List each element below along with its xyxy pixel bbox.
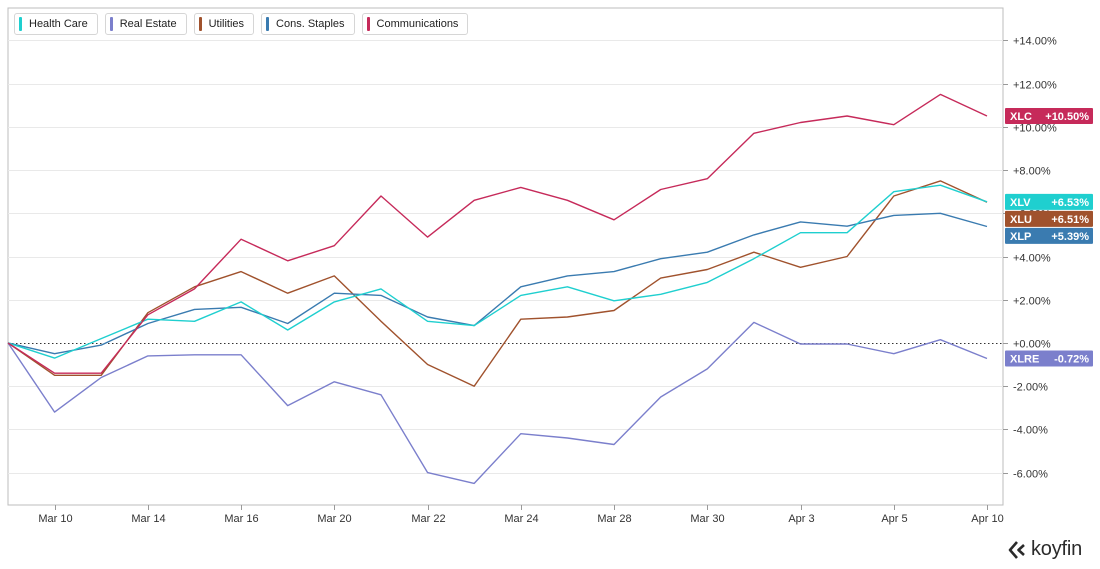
- plot-frame: [7, 7, 1004, 506]
- legend-label-health-care: Health Care: [29, 18, 88, 30]
- legend-item-utilities[interactable]: Utilities: [193, 13, 255, 35]
- end-tag-ticker: XLC: [1010, 111, 1032, 123]
- x-tick-label: Mar 22: [411, 513, 445, 525]
- x-tick-label: Mar 20: [317, 513, 351, 525]
- series-line-health-care: [7, 184, 988, 359]
- y-tick-label: -6.00%: [1013, 469, 1048, 481]
- x-tick-label: Mar 28: [597, 513, 631, 525]
- x-tick-label: Apr 3: [788, 513, 814, 525]
- end-tag-utilities: XLU +6.51%: [1005, 210, 1093, 227]
- end-tag-cons-staples: XLP +5.39%: [1005, 227, 1093, 244]
- legend-item-real-estate[interactable]: Real Estate: [104, 13, 187, 35]
- x-tick-label: Apr 5: [881, 513, 907, 525]
- y-tick-label: +10.00%: [1013, 123, 1057, 135]
- koyfin-logo-text: koyfin: [1031, 538, 1083, 560]
- end-tag-box: [1005, 350, 1093, 367]
- end-tag-box: [1005, 193, 1093, 210]
- legend-label-real-estate: Real Estate: [119, 18, 177, 30]
- x-tick-label: Apr 10: [971, 513, 1003, 525]
- y-tick-label: +4.00%: [1013, 253, 1051, 265]
- legend-swatch-real-estate: [109, 17, 113, 31]
- koyfin-logo-icon: [1008, 540, 1025, 559]
- legend-swatch-communications: [366, 17, 370, 31]
- end-tag-communications: XLC +10.50%: [1005, 108, 1093, 125]
- end-tag-box: [1005, 108, 1093, 125]
- y-tick-label: +2.00%: [1013, 296, 1051, 308]
- x-tick-label: Mar 30: [690, 513, 724, 525]
- legend-swatch-utilities: [198, 17, 202, 31]
- x-tick-label: Mar 14: [131, 513, 165, 525]
- series-line-utilities: [7, 180, 988, 387]
- end-tag-ticker: XLP: [1010, 231, 1031, 243]
- end-tag-ticker: XLRE: [1010, 353, 1039, 365]
- end-tag-value: -0.72%: [1054, 353, 1089, 365]
- legend-swatch-health-care: [19, 17, 22, 31]
- x-tick-label: Mar 16: [224, 513, 258, 525]
- end-tag-value: +6.53%: [1051, 197, 1089, 209]
- end-tag-box: [1005, 210, 1093, 227]
- end-tag-box: [1005, 227, 1093, 244]
- x-tick-label: Mar 24: [504, 513, 538, 525]
- legend-item-health-care[interactable]: Health Care: [14, 13, 98, 35]
- legend-label-communications: Communications: [376, 18, 459, 30]
- y-tick-label: -4.00%: [1013, 425, 1048, 437]
- legend: Health Care Real Estate Utilities Cons. …: [14, 13, 469, 35]
- koyfin-logo: koyfin: [1008, 538, 1082, 561]
- series-line-real-estate: [7, 321, 988, 485]
- end-tag-ticker: XLV: [1010, 197, 1031, 209]
- legend-item-communications[interactable]: Communications: [361, 13, 469, 35]
- y-tick-label: +14.00%: [1013, 36, 1057, 48]
- y-tick-label: -2.00%: [1013, 382, 1048, 394]
- legend-swatch-cons-staples: [266, 17, 270, 31]
- y-tick-label: +8.00%: [1013, 166, 1051, 178]
- end-tag-value: +6.51%: [1051, 214, 1089, 226]
- end-tag-value: +5.39%: [1051, 231, 1089, 243]
- legend-label-utilities: Utilities: [208, 18, 245, 30]
- end-tag-ticker: XLU: [1010, 214, 1032, 226]
- end-tag-value: +10.50%: [1045, 111, 1089, 123]
- end-tag-real-estate: XLRE -0.72%: [1005, 350, 1093, 367]
- series-line-communications: [7, 93, 988, 374]
- x-tick-label: Mar 10: [38, 513, 72, 525]
- legend-label-cons-staples: Cons. Staples: [276, 18, 345, 30]
- y-tick-label: +0.00%: [1013, 339, 1051, 351]
- legend-item-cons-staples[interactable]: Cons. Staples: [261, 13, 355, 35]
- y-tick-label: +12.00%: [1013, 80, 1057, 92]
- series-line-cons-staples: [7, 212, 988, 355]
- end-tag-health-care: XLV +6.53%: [1005, 193, 1093, 210]
